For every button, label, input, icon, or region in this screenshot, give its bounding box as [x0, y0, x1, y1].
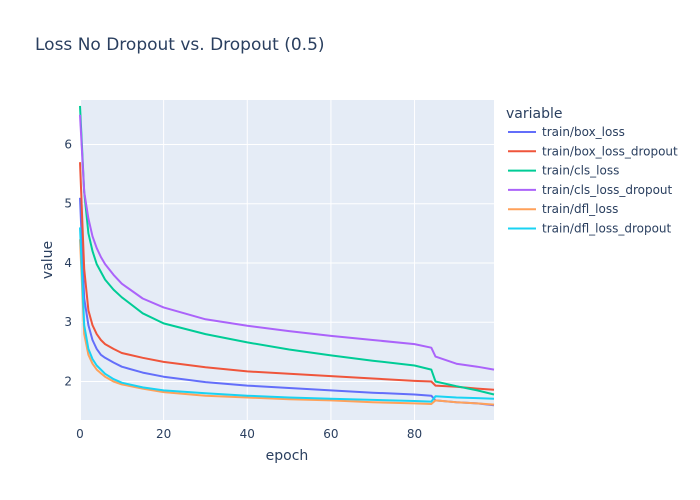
legend-label: train/box_loss: [542, 125, 625, 139]
y-tick-label: 3: [64, 315, 72, 329]
legend-label: train/box_loss_dropout: [542, 144, 678, 158]
x-tick-label: 0: [76, 427, 84, 441]
x-tick-label: 40: [240, 427, 255, 441]
series-line-5: [79, 227, 495, 403]
legend-item[interactable]: train/dfl_loss: [508, 202, 618, 216]
x-tick-label: 80: [407, 427, 422, 441]
x-tick-labels: 0 20 40 60 80: [76, 427, 422, 441]
plot-area: [80, 100, 494, 420]
legend-item[interactable]: train/box_loss_dropout: [508, 144, 678, 158]
y-axis-title: value: [40, 241, 56, 279]
legend-item[interactable]: train/dfl_loss_dropout: [508, 222, 672, 236]
series-line-3: [79, 114, 495, 371]
y-tick-label: 2: [64, 374, 72, 388]
y-tick-labels: 2 3 4 5 6: [64, 137, 72, 388]
legend-label: train/dfl_loss: [542, 202, 618, 216]
legend-label: train/dfl_loss_dropout: [542, 222, 672, 236]
gridlines: [79, 100, 494, 420]
legend-item[interactable]: train/box_loss: [508, 125, 625, 139]
series-line-2: [79, 105, 495, 396]
series-line-4: [79, 239, 495, 406]
legend-title: variable: [506, 106, 562, 122]
legend-label: train/cls_loss: [542, 164, 619, 178]
series-line-1: [79, 162, 495, 391]
x-axis-title: epoch: [266, 448, 309, 464]
legend: variable train/box_loss train/box_loss_dr…: [506, 106, 678, 236]
chart-title: Loss No Dropout vs. Dropout (0.5): [35, 35, 325, 55]
y-tick-label: 5: [64, 197, 72, 211]
x-tick-label: 20: [156, 427, 171, 441]
y-tick-label: 4: [64, 256, 72, 270]
x-tick-label: 60: [323, 427, 338, 441]
legend-item[interactable]: train/cls_loss: [508, 164, 619, 178]
y-tick-label: 6: [64, 137, 72, 151]
legend-label: train/cls_loss_dropout: [542, 183, 673, 197]
legend-item[interactable]: train/cls_loss_dropout: [508, 183, 673, 197]
series-lines: [79, 105, 495, 407]
